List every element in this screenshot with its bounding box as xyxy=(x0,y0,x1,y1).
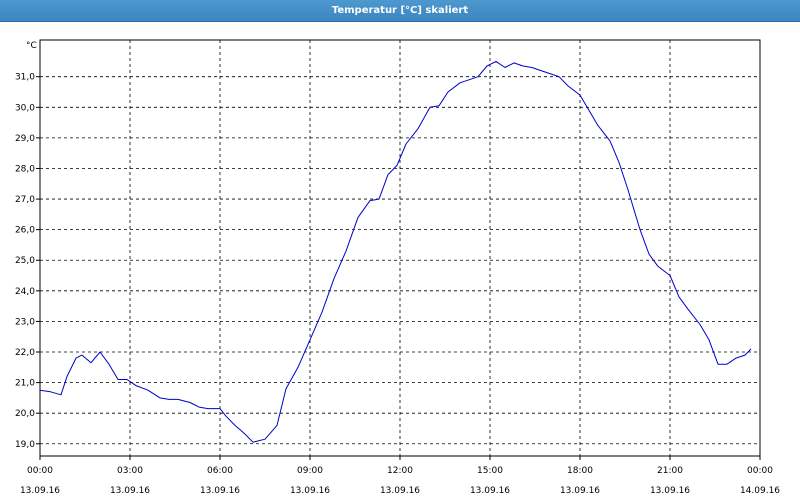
x-tick-time-label: 21:00 xyxy=(657,466,683,476)
x-tick-time-label: 18:00 xyxy=(567,466,593,476)
x-tick-date-label: 13.09.16 xyxy=(560,486,600,496)
y-tick-label: 31,0 xyxy=(15,73,35,83)
x-tick-date-label: 14.09.16 xyxy=(740,486,780,496)
x-tick-time-label: 06:00 xyxy=(207,466,233,476)
y-tick-label: 22,0 xyxy=(15,348,35,358)
y-tick-label: 26,0 xyxy=(15,226,35,236)
x-tick-date-label: 13.09.16 xyxy=(20,486,60,496)
x-tick-time-label: 09:00 xyxy=(297,466,323,476)
x-tick-time-label: 12:00 xyxy=(387,466,413,476)
y-tick-label: 24,0 xyxy=(15,287,35,297)
y-tick-label: 27,0 xyxy=(15,195,35,205)
y-axis-unit-label: °C xyxy=(26,41,37,51)
x-tick-time-label: 03:00 xyxy=(117,466,143,476)
temperature-chart: 19,0 20,0 21,0 22,0 23,0 24,0 25,0 26,0 27,0 28,0… xyxy=(15,39,780,496)
x-tick-date-label: 13.09.16 xyxy=(650,486,690,496)
y-tick-label: 28,0 xyxy=(15,164,35,174)
x-tick-date-label: 13.09.16 xyxy=(380,486,420,496)
x-tick-time-label: 00:00 xyxy=(747,466,773,476)
y-tick-label: 20,0 xyxy=(15,409,35,419)
x-tick-date-label: 13.09.16 xyxy=(110,486,150,496)
y-tick-label: 29,0 xyxy=(15,134,35,144)
y-tick-label: 21,0 xyxy=(15,379,35,389)
y-tick-label: 19,0 xyxy=(15,440,35,450)
x-tick-time-label: 15:00 xyxy=(477,466,503,476)
grid-lines xyxy=(40,40,760,456)
temperature-series-line xyxy=(39,60,752,443)
x-tick-date-label: 13.09.16 xyxy=(470,486,510,496)
chart-area: 19,0 20,0 21,0 22,0 23,0 24,0 25,0 26,0 27,0 28,0… xyxy=(0,22,800,500)
y-tick-label: 23,0 xyxy=(15,317,35,327)
window-title: Temperatur [°C] skaliert xyxy=(0,0,800,22)
axis-ticks: 19,0 20,0 21,0 22,0 23,0 24,0 25,0 26,0 27,0 28,0… xyxy=(15,73,780,496)
series-layer xyxy=(39,60,752,443)
plot-frame xyxy=(39,39,761,457)
y-tick-label: 25,0 xyxy=(15,256,35,266)
x-tick-time-label: 00:00 xyxy=(27,466,53,476)
y-tick-label: 30,0 xyxy=(15,103,35,113)
x-tick-date-label: 13.09.16 xyxy=(200,486,240,496)
x-tick-date-label: 13.09.16 xyxy=(290,486,330,496)
